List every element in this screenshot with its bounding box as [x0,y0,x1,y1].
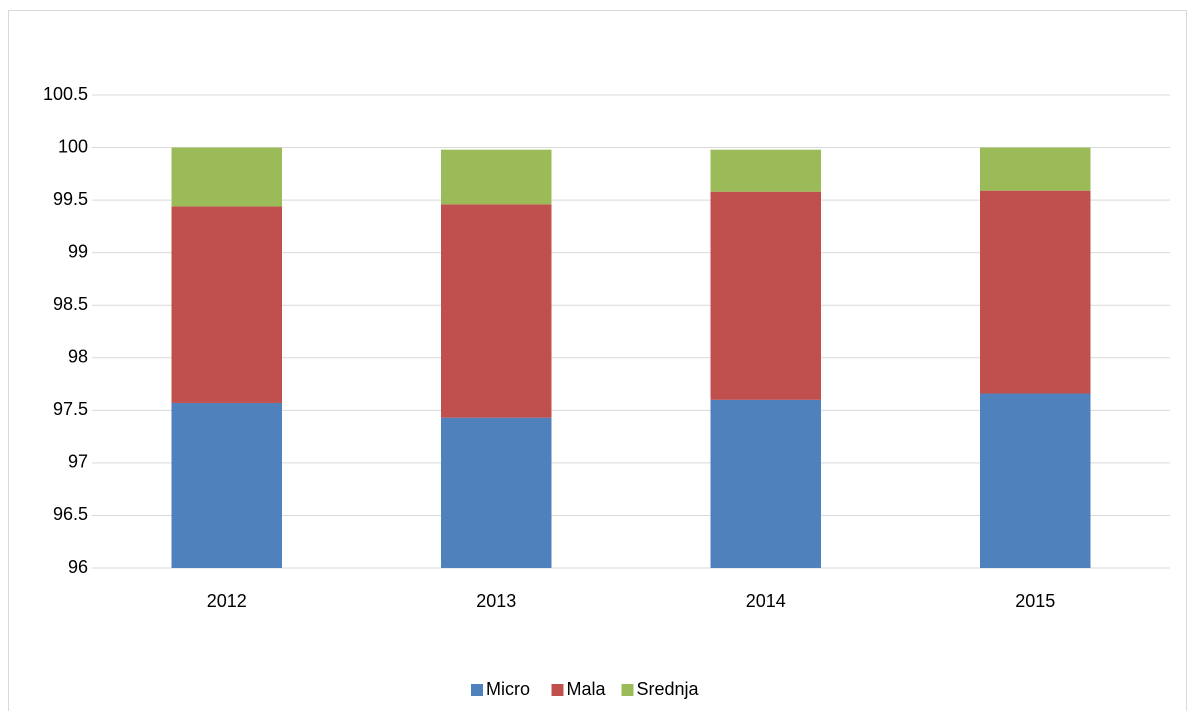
bar-segment [171,206,282,403]
bar-segment [980,393,1091,568]
bar-segment [171,402,282,568]
x-tick-label: 2015 [1015,591,1055,611]
y-tick-label: 98 [68,347,88,367]
legend-swatch [551,684,564,696]
bar-segment [441,149,552,205]
x-tick-label: 2014 [746,591,786,611]
legend-swatch [471,684,483,696]
y-tick-label: 99 [68,241,88,261]
y-tick-label: 100.5 [43,84,88,104]
legend-label: Micro [486,679,530,699]
x-tick-label: 2012 [207,591,247,611]
y-tick-label: 98.5 [53,294,88,314]
bar-segment [980,190,1091,394]
y-tick-label: 97.5 [53,399,88,419]
bar-segment [710,399,821,568]
y-tick-label: 96.5 [53,504,88,524]
bar-segment [441,417,552,568]
legend-label: Mala [567,679,607,699]
bar-segment [710,191,821,400]
legend-swatch [621,684,634,696]
y-tick-label: 99.5 [53,189,88,209]
y-tick-label: 100 [58,136,88,156]
bar-segment [171,147,282,207]
legend-label: Srednja [637,679,700,699]
y-tick-label: 96 [68,557,88,577]
bar-segment [441,204,552,418]
bar-segment [710,149,821,192]
bar-segment [980,147,1091,191]
x-tick-label: 2013 [476,591,516,611]
y-tick-label: 97 [68,452,88,472]
